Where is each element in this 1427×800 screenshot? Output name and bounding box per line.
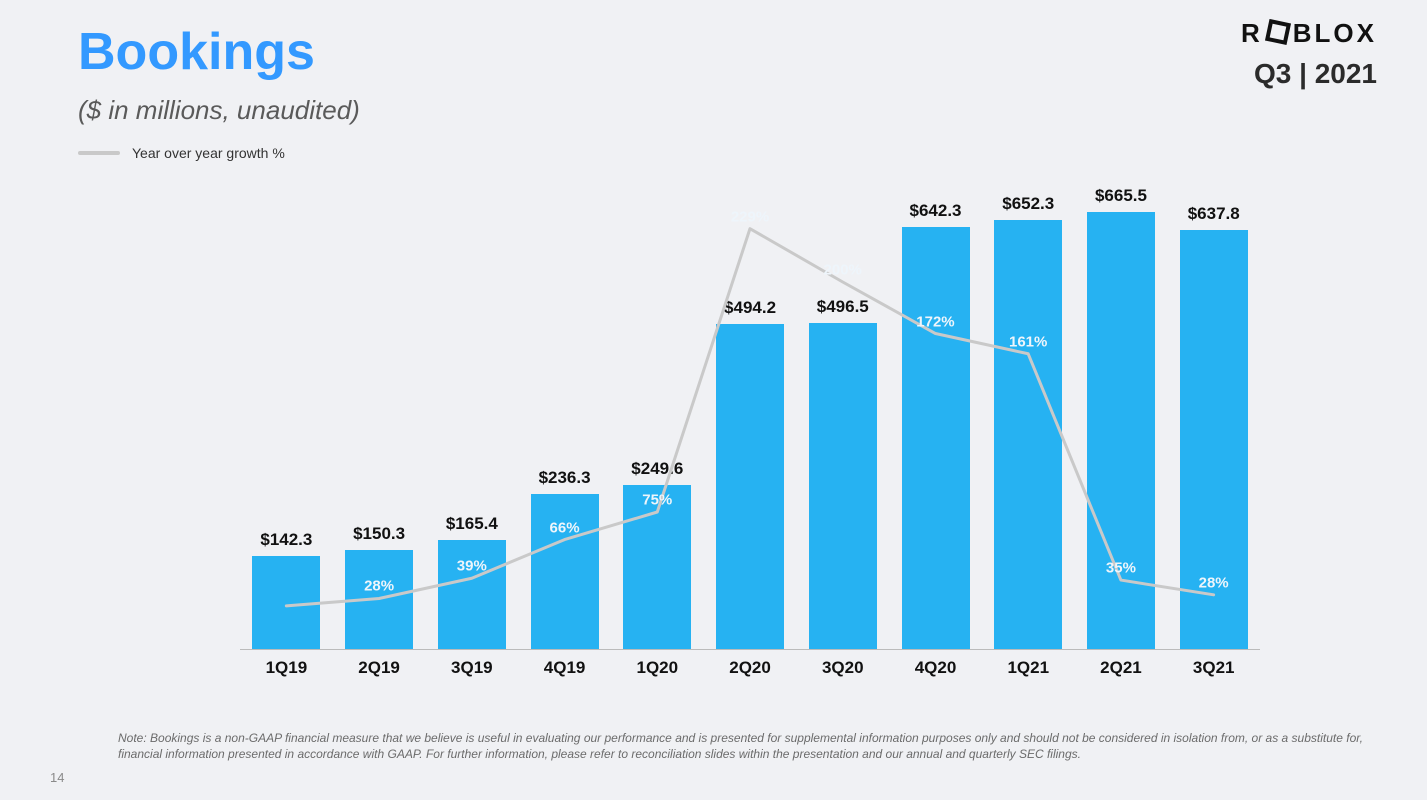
logo-text-right: BLOX bbox=[1293, 18, 1377, 49]
x-axis-label: 2Q19 bbox=[333, 658, 426, 678]
bar bbox=[623, 485, 691, 649]
bar-group: $496.5 bbox=[796, 190, 889, 649]
x-axis-label: 1Q21 bbox=[982, 658, 1075, 678]
legend-swatch bbox=[78, 151, 120, 155]
bar-value-label: $249.6 bbox=[611, 459, 704, 479]
growth-pct-label: 200% bbox=[824, 262, 862, 279]
slide-title: Bookings bbox=[78, 22, 315, 82]
chart-legend: Year over year growth % bbox=[78, 145, 285, 161]
x-axis-label: 4Q19 bbox=[518, 658, 611, 678]
x-axis-label: 3Q20 bbox=[796, 658, 889, 678]
bar-group: $165.4 bbox=[425, 190, 518, 649]
bar-value-label: $652.3 bbox=[982, 194, 1075, 214]
report-period: Q3 | 2021 bbox=[1254, 58, 1377, 90]
bar-value-label: $236.3 bbox=[518, 468, 611, 488]
logo-text-left: R bbox=[1241, 18, 1263, 49]
bar bbox=[1087, 212, 1155, 649]
bar-group: $642.3 bbox=[889, 190, 982, 649]
growth-pct-label: 75% bbox=[642, 492, 672, 509]
footnote-text: Note: Bookings is a non-GAAP financial m… bbox=[118, 730, 1367, 762]
brand-logo: R BLOX bbox=[1241, 18, 1377, 49]
x-axis-label: 4Q20 bbox=[889, 658, 982, 678]
bar bbox=[345, 550, 413, 649]
growth-pct-label: 28% bbox=[364, 578, 394, 595]
bar bbox=[902, 227, 970, 649]
bar-group: $142.3 bbox=[240, 190, 333, 649]
bar bbox=[438, 540, 506, 649]
growth-pct-label: 35% bbox=[1106, 560, 1136, 577]
legend-label: Year over year growth % bbox=[132, 145, 285, 161]
bar bbox=[809, 323, 877, 649]
x-axis-label: 2Q20 bbox=[704, 658, 797, 678]
slide-subtitle: ($ in millions, unaudited) bbox=[78, 95, 360, 126]
bar-value-label: $665.5 bbox=[1075, 186, 1168, 206]
bar bbox=[716, 324, 784, 649]
logo-tilt-icon bbox=[1265, 18, 1291, 44]
bar-value-label: $496.5 bbox=[796, 297, 889, 317]
x-axis-label: 3Q21 bbox=[1167, 658, 1260, 678]
bookings-chart: $142.3$150.3$165.4 $236.3$249.6 $494.2$496… bbox=[240, 190, 1260, 680]
bar-group: $249.6 bbox=[611, 190, 704, 649]
x-axis-label: 2Q21 bbox=[1075, 658, 1168, 678]
bar-group: $236.3 bbox=[518, 190, 611, 649]
growth-pct-label: 229% bbox=[731, 208, 769, 225]
bar-group: $494.2 bbox=[704, 190, 797, 649]
page-number: 14 bbox=[50, 770, 64, 785]
bar-value-label: $142.3 bbox=[240, 530, 333, 550]
growth-pct-label: 172% bbox=[916, 313, 954, 330]
growth-pct-label: 28% bbox=[1199, 574, 1229, 591]
bar bbox=[531, 494, 599, 649]
chart-x-axis: 1Q192Q193Q194Q191Q202Q203Q204Q201Q212Q21… bbox=[240, 658, 1260, 678]
bar-value-label: $637.8 bbox=[1167, 204, 1260, 224]
bar-value-label: $165.4 bbox=[425, 514, 518, 534]
growth-pct-label: 39% bbox=[457, 558, 487, 575]
bar-group: $665.5 bbox=[1075, 190, 1168, 649]
bar-value-label: $494.2 bbox=[704, 298, 797, 318]
growth-pct-label: 66% bbox=[550, 519, 580, 536]
x-axis-label: 1Q19 bbox=[240, 658, 333, 678]
bar-group: $652.3 bbox=[982, 190, 1075, 649]
growth-pct-label: 161% bbox=[1009, 333, 1047, 350]
bar-value-label: $642.3 bbox=[889, 201, 982, 221]
x-axis-label: 3Q19 bbox=[425, 658, 518, 678]
bar bbox=[994, 220, 1062, 649]
bar bbox=[252, 556, 320, 650]
x-axis-label: 1Q20 bbox=[611, 658, 704, 678]
bar-value-label: $150.3 bbox=[333, 524, 426, 544]
